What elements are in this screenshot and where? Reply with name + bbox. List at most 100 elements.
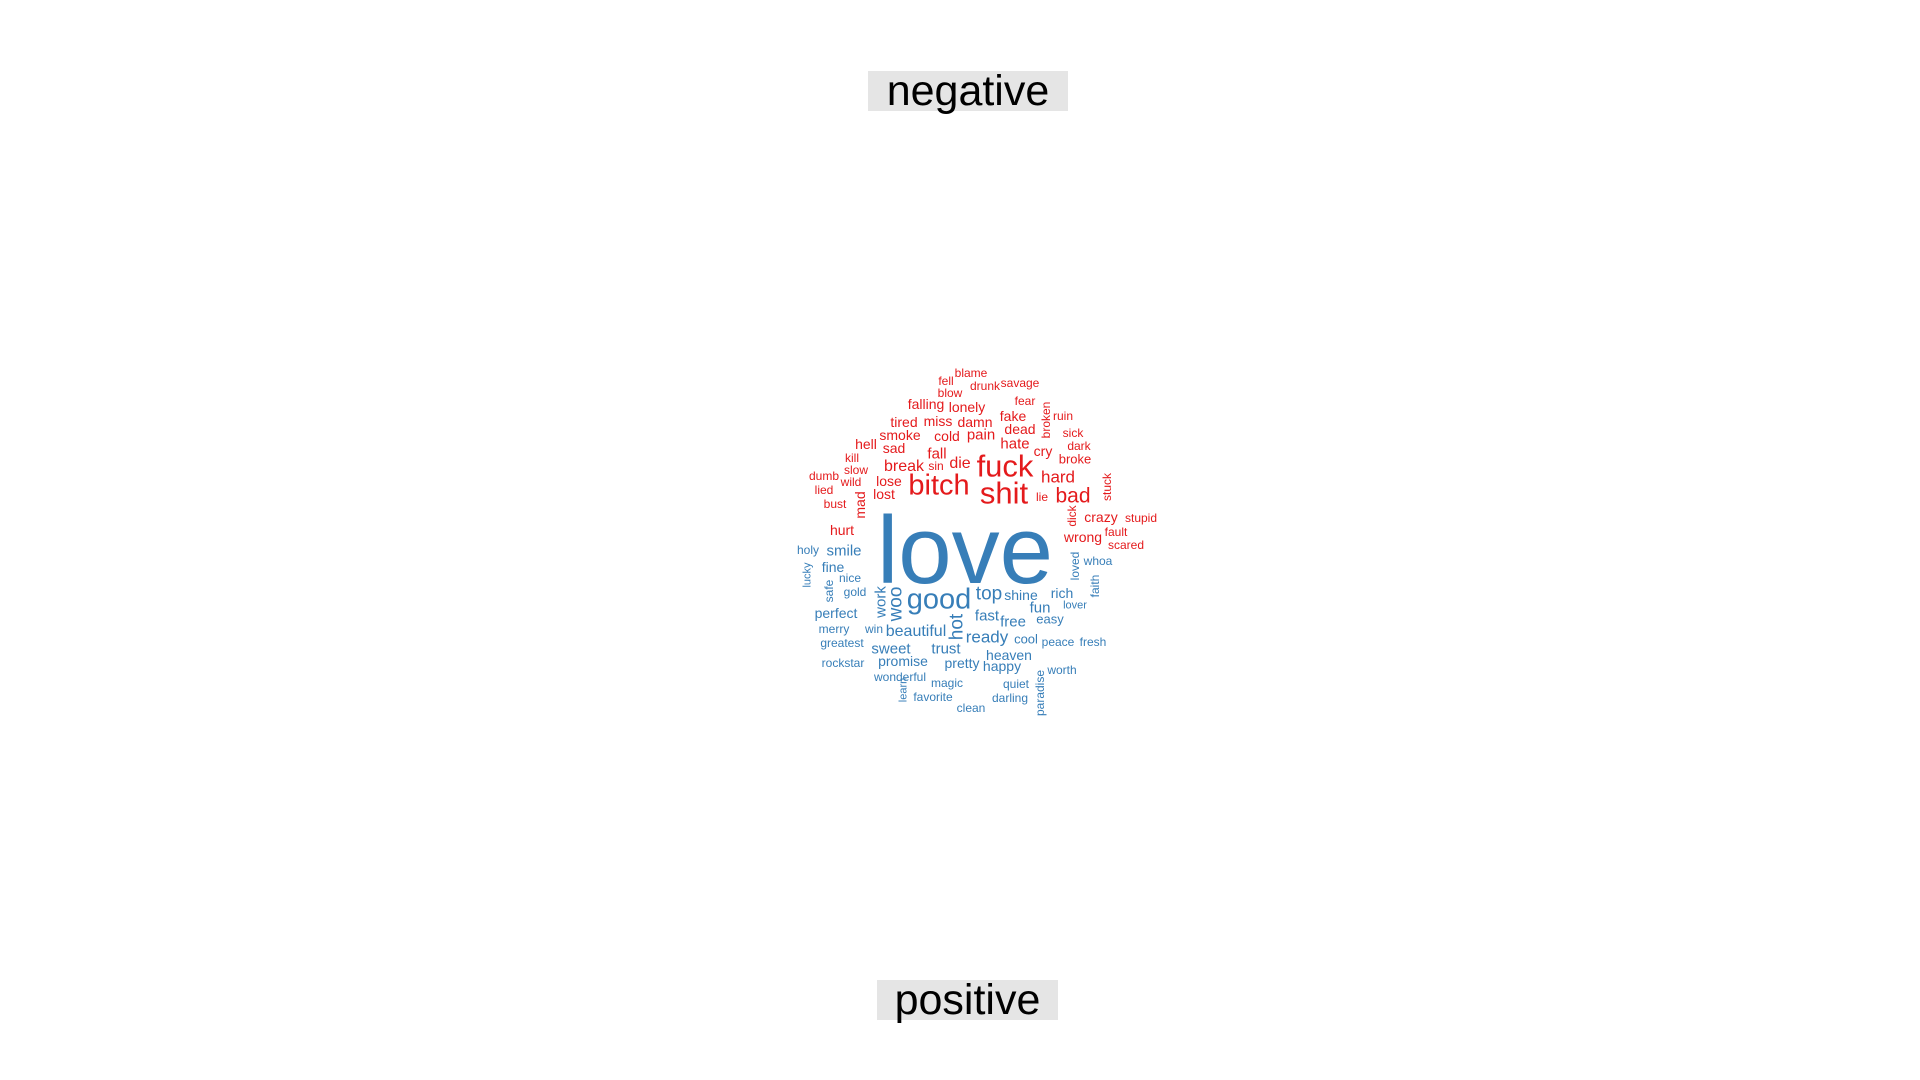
cloud-word-negative: wrong xyxy=(1063,529,1103,545)
cloud-word-negative: falling xyxy=(907,396,945,412)
cloud-word-negative: fault xyxy=(1104,525,1128,539)
cloud-word-negative: cold xyxy=(934,428,960,444)
cloud-word-positive: free xyxy=(1000,613,1026,631)
cloud-word-negative: hell xyxy=(855,436,877,452)
cloud-word-negative: break xyxy=(883,458,925,475)
cloud-word-negative: hard xyxy=(1040,467,1076,487)
cloud-word-positive: sweet xyxy=(871,640,911,658)
positive-panel-label: positive xyxy=(877,979,1058,1022)
cloud-word-negative: sick xyxy=(1062,426,1084,440)
cloud-word-positive: happy xyxy=(982,658,1022,674)
cloud-word-positive: cool xyxy=(1014,631,1038,647)
cloud-word-positive: easy xyxy=(1036,611,1064,627)
negative-panel-label: negative xyxy=(868,70,1068,113)
cloud-word-positive: trust xyxy=(931,640,961,658)
cloud-word-positive: work xyxy=(872,586,890,618)
cloud-word-positive: rich xyxy=(1050,585,1074,601)
cloud-word-negative: blow xyxy=(937,386,963,400)
cloud-word-negative: fall xyxy=(927,445,947,463)
cloud-word-positive: gold xyxy=(843,585,867,599)
cloud-word-positive: clean xyxy=(956,701,986,715)
cloud-word-negative: lose xyxy=(876,473,902,489)
cloud-word-positive: loved xyxy=(1068,551,1082,581)
cloud-word-negative: fake xyxy=(999,408,1027,424)
cloud-word-positive: faith xyxy=(1088,574,1102,598)
cloud-word-negative: bitch xyxy=(908,469,970,502)
cloud-word-positive: promise xyxy=(878,653,928,669)
cloud-word-positive: worth xyxy=(1047,663,1077,677)
cloud-word-positive: pretty xyxy=(944,655,980,671)
cloud-word-positive: safe xyxy=(822,579,836,603)
cloud-word-positive: fresh xyxy=(1079,635,1107,649)
cloud-word-negative: dumb xyxy=(808,469,840,483)
cloud-word-positive: top xyxy=(975,583,1003,605)
cloud-word-positive: win xyxy=(864,622,884,636)
cloud-word-positive: shine xyxy=(1004,587,1038,603)
cloud-word-negative: smoke xyxy=(879,427,921,443)
cloud-word-negative: hate xyxy=(1000,435,1030,453)
cloud-word-positive: darling xyxy=(991,691,1029,705)
cloud-word-positive: nice xyxy=(838,571,862,585)
cloud-word-positive: ready xyxy=(965,627,1009,647)
cloud-word-positive: favorite xyxy=(913,690,953,704)
cloud-word-positive: rockstar xyxy=(821,656,865,670)
cloud-word-negative: blame xyxy=(954,366,988,380)
cloud-word-negative: fell xyxy=(938,374,954,388)
cloud-word-negative: miss xyxy=(923,413,953,429)
cloud-word-positive: lucky xyxy=(801,562,814,588)
cloud-word-negative: dark xyxy=(1067,439,1091,453)
cloud-word-negative: shit xyxy=(979,475,1029,511)
cloud-word-negative: sad xyxy=(882,440,906,456)
cloud-word-negative: lie xyxy=(1035,490,1049,504)
cloud-word-positive: paradise xyxy=(1033,669,1047,717)
cloud-word-negative: damn xyxy=(957,414,993,430)
cloud-word-negative: pain xyxy=(966,426,996,444)
cloud-word-negative: lonely xyxy=(948,399,986,415)
cloud-word-negative: crazy xyxy=(1084,509,1118,525)
cloud-word-negative: dick xyxy=(1065,505,1079,527)
cloud-word-negative: broke xyxy=(1058,451,1092,467)
cloud-word-positive: peace xyxy=(1041,635,1075,649)
cloud-word-positive: love xyxy=(876,497,1054,604)
cloud-word-positive: heaven xyxy=(986,647,1032,663)
cloud-word-negative: fear xyxy=(1014,394,1036,408)
cloud-word-negative: scared xyxy=(1107,538,1145,552)
cloud-word-negative: slow xyxy=(843,463,869,477)
cloud-word-positive: magic xyxy=(930,676,964,690)
cloud-word-negative: cry xyxy=(1033,443,1053,459)
cloud-word-positive: fine xyxy=(821,559,845,575)
cloud-word-negative: hurt xyxy=(829,522,855,538)
cloud-word-negative: sin xyxy=(928,459,944,473)
cloud-word-positive: fast xyxy=(974,607,1000,625)
cloud-word-negative: broken xyxy=(1039,401,1053,439)
cloud-word-positive: hot xyxy=(946,613,968,641)
cloud-word-positive: good xyxy=(906,583,972,616)
cloud-word-positive: quiet xyxy=(1002,677,1030,691)
cloud-word-negative: wild xyxy=(840,475,862,489)
cloud-word-negative: savage xyxy=(1000,376,1040,390)
cloud-word-negative: stuck xyxy=(1100,472,1114,502)
cloud-word-positive: beautiful xyxy=(885,623,947,640)
cloud-word-negative: mad xyxy=(852,491,868,519)
cloud-word-negative: stupid xyxy=(1124,511,1158,525)
cloud-word-positive: holy xyxy=(796,543,820,557)
cloud-word-negative: dead xyxy=(1004,421,1036,437)
cloud-word-negative: kill xyxy=(845,451,859,465)
cloud-word-negative: die xyxy=(949,455,971,472)
cloud-word-negative: drunk xyxy=(969,379,1001,393)
cloud-word-positive: merry xyxy=(818,622,850,636)
cloud-word-positive: smile xyxy=(826,542,862,560)
cloud-word-positive: learn xyxy=(897,677,910,703)
cloud-word-negative: ruin xyxy=(1052,409,1074,423)
cloud-word-negative: lied xyxy=(814,483,834,497)
cloud-word-positive: lover xyxy=(1063,599,1087,612)
cloud-word-positive: wonderful xyxy=(873,670,927,684)
cloud-word-positive: whoa xyxy=(1083,554,1113,568)
cloud-word-negative: bad xyxy=(1055,484,1091,508)
cloud-word-negative: bust xyxy=(823,497,847,511)
cloud-word-positive: greatest xyxy=(820,636,864,650)
cloud-word-positive: perfect xyxy=(814,605,858,621)
cloud-word-negative: fuck xyxy=(976,448,1034,484)
